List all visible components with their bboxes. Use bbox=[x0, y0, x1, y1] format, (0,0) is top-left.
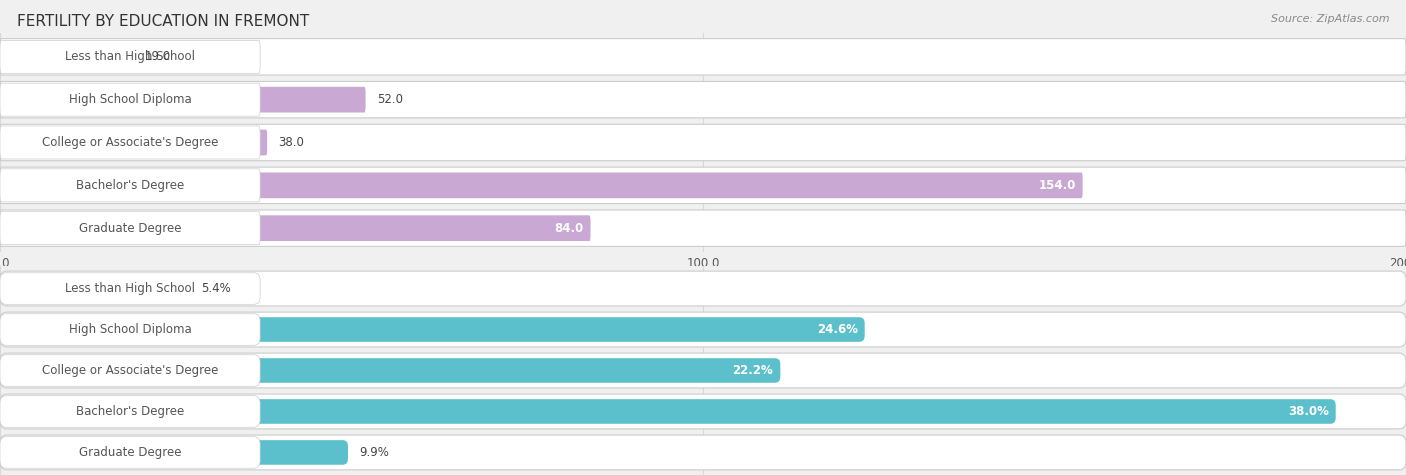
Text: Bachelor's Degree: Bachelor's Degree bbox=[76, 405, 184, 418]
Text: 52.0: 52.0 bbox=[377, 93, 402, 106]
Text: Less than High School: Less than High School bbox=[65, 282, 195, 295]
Text: Less than High School: Less than High School bbox=[65, 50, 195, 63]
FancyBboxPatch shape bbox=[0, 130, 267, 155]
FancyBboxPatch shape bbox=[0, 40, 260, 73]
Text: High School Diploma: High School Diploma bbox=[69, 93, 191, 106]
FancyBboxPatch shape bbox=[0, 273, 260, 304]
Text: 84.0: 84.0 bbox=[554, 222, 583, 235]
FancyBboxPatch shape bbox=[0, 124, 1406, 161]
FancyBboxPatch shape bbox=[0, 355, 260, 386]
Text: College or Associate's Degree: College or Associate's Degree bbox=[42, 364, 218, 377]
FancyBboxPatch shape bbox=[0, 210, 1406, 247]
Text: 9.9%: 9.9% bbox=[360, 446, 389, 459]
FancyBboxPatch shape bbox=[0, 271, 1406, 306]
FancyBboxPatch shape bbox=[0, 212, 260, 245]
Text: 38.0%: 38.0% bbox=[1288, 405, 1329, 418]
Text: High School Diploma: High School Diploma bbox=[69, 323, 191, 336]
Text: College or Associate's Degree: College or Associate's Degree bbox=[42, 136, 218, 149]
FancyBboxPatch shape bbox=[0, 87, 366, 113]
FancyBboxPatch shape bbox=[0, 81, 1406, 118]
FancyBboxPatch shape bbox=[0, 353, 1406, 388]
FancyBboxPatch shape bbox=[0, 169, 260, 202]
FancyBboxPatch shape bbox=[0, 215, 591, 241]
FancyBboxPatch shape bbox=[0, 317, 865, 342]
Text: 154.0: 154.0 bbox=[1038, 179, 1076, 192]
Text: 38.0: 38.0 bbox=[278, 136, 304, 149]
FancyBboxPatch shape bbox=[0, 435, 1406, 470]
Text: Source: ZipAtlas.com: Source: ZipAtlas.com bbox=[1271, 14, 1389, 24]
FancyBboxPatch shape bbox=[0, 358, 780, 383]
FancyBboxPatch shape bbox=[0, 167, 1406, 204]
Text: 19.0: 19.0 bbox=[145, 50, 172, 63]
Text: Bachelor's Degree: Bachelor's Degree bbox=[76, 179, 184, 192]
FancyBboxPatch shape bbox=[0, 394, 1406, 429]
Text: 24.6%: 24.6% bbox=[817, 323, 858, 336]
Text: 22.2%: 22.2% bbox=[733, 364, 773, 377]
FancyBboxPatch shape bbox=[0, 396, 260, 427]
Text: Graduate Degree: Graduate Degree bbox=[79, 446, 181, 459]
FancyBboxPatch shape bbox=[0, 172, 1083, 198]
FancyBboxPatch shape bbox=[0, 314, 260, 345]
Text: 5.4%: 5.4% bbox=[201, 282, 231, 295]
FancyBboxPatch shape bbox=[0, 276, 190, 301]
FancyBboxPatch shape bbox=[0, 399, 1336, 424]
FancyBboxPatch shape bbox=[0, 38, 1406, 75]
FancyBboxPatch shape bbox=[0, 83, 260, 116]
FancyBboxPatch shape bbox=[0, 440, 349, 465]
Text: Graduate Degree: Graduate Degree bbox=[79, 222, 181, 235]
FancyBboxPatch shape bbox=[0, 437, 260, 468]
FancyBboxPatch shape bbox=[0, 126, 260, 159]
FancyBboxPatch shape bbox=[0, 312, 1406, 347]
FancyBboxPatch shape bbox=[0, 44, 134, 70]
Text: FERTILITY BY EDUCATION IN FREMONT: FERTILITY BY EDUCATION IN FREMONT bbox=[17, 14, 309, 29]
